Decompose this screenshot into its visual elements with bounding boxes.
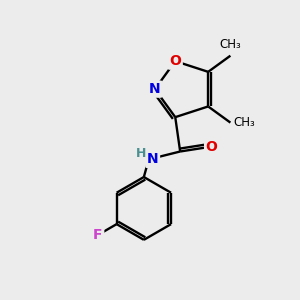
Text: CH₃: CH₃ — [233, 116, 255, 129]
Text: H: H — [136, 147, 146, 160]
Text: CH₃: CH₃ — [220, 38, 241, 51]
Text: O: O — [169, 54, 181, 68]
Text: O: O — [206, 140, 218, 154]
Text: N: N — [149, 82, 161, 96]
Text: F: F — [93, 228, 103, 242]
Text: N: N — [147, 152, 158, 167]
